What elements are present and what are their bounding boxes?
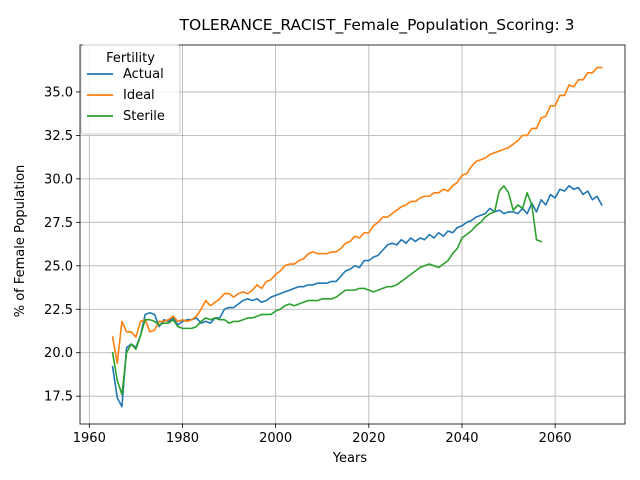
legend-entries: Actual Ideal Sterile — [87, 67, 165, 124]
y-axis-ticks: 17.5 20.0 22.5 25.0 27.5 30.0 32.5 35.0 — [44, 85, 80, 405]
y-tick-label: 30.0 — [44, 172, 73, 187]
y-axis-label: % of Female Population — [13, 165, 28, 318]
y-tick-label: 20.0 — [44, 346, 73, 361]
x-axis-label: Years — [332, 451, 368, 466]
y-tick-label: 25.0 — [44, 259, 73, 274]
legend: Fertility Actual Ideal Sterile — [80, 44, 181, 135]
x-tick-label: 2060 — [539, 431, 572, 446]
legend-label-ideal: Ideal — [123, 88, 155, 103]
series-line-ideal — [111, 66, 603, 364]
x-tick-label: 2020 — [352, 431, 385, 446]
legend-label-sterile: Sterile — [123, 109, 165, 124]
x-tick-label: 2040 — [445, 431, 478, 446]
x-tick-label: 1960 — [73, 431, 106, 446]
x-axis-ticks: 1960 1980 2000 2020 2040 2060 — [73, 424, 572, 446]
series-lines — [111, 66, 603, 408]
y-tick-label: 22.5 — [44, 303, 73, 318]
series-line-sterile — [111, 185, 543, 396]
legend-box — [80, 44, 181, 135]
y-tick-label: 17.5 — [44, 390, 73, 405]
chart-title: TOLERANCE_RACIST_Female_Population_Scori… — [179, 16, 575, 35]
legend-label-actual: Actual — [123, 67, 164, 82]
y-tick-label: 35.0 — [44, 85, 73, 100]
x-tick-label: 2000 — [259, 431, 292, 446]
y-tick-label: 27.5 — [44, 216, 73, 231]
legend-title: Fertility — [106, 51, 155, 66]
axes-frame — [79, 44, 626, 425]
y-tick-label: 32.5 — [44, 129, 73, 144]
x-tick-label: 1980 — [166, 431, 199, 446]
